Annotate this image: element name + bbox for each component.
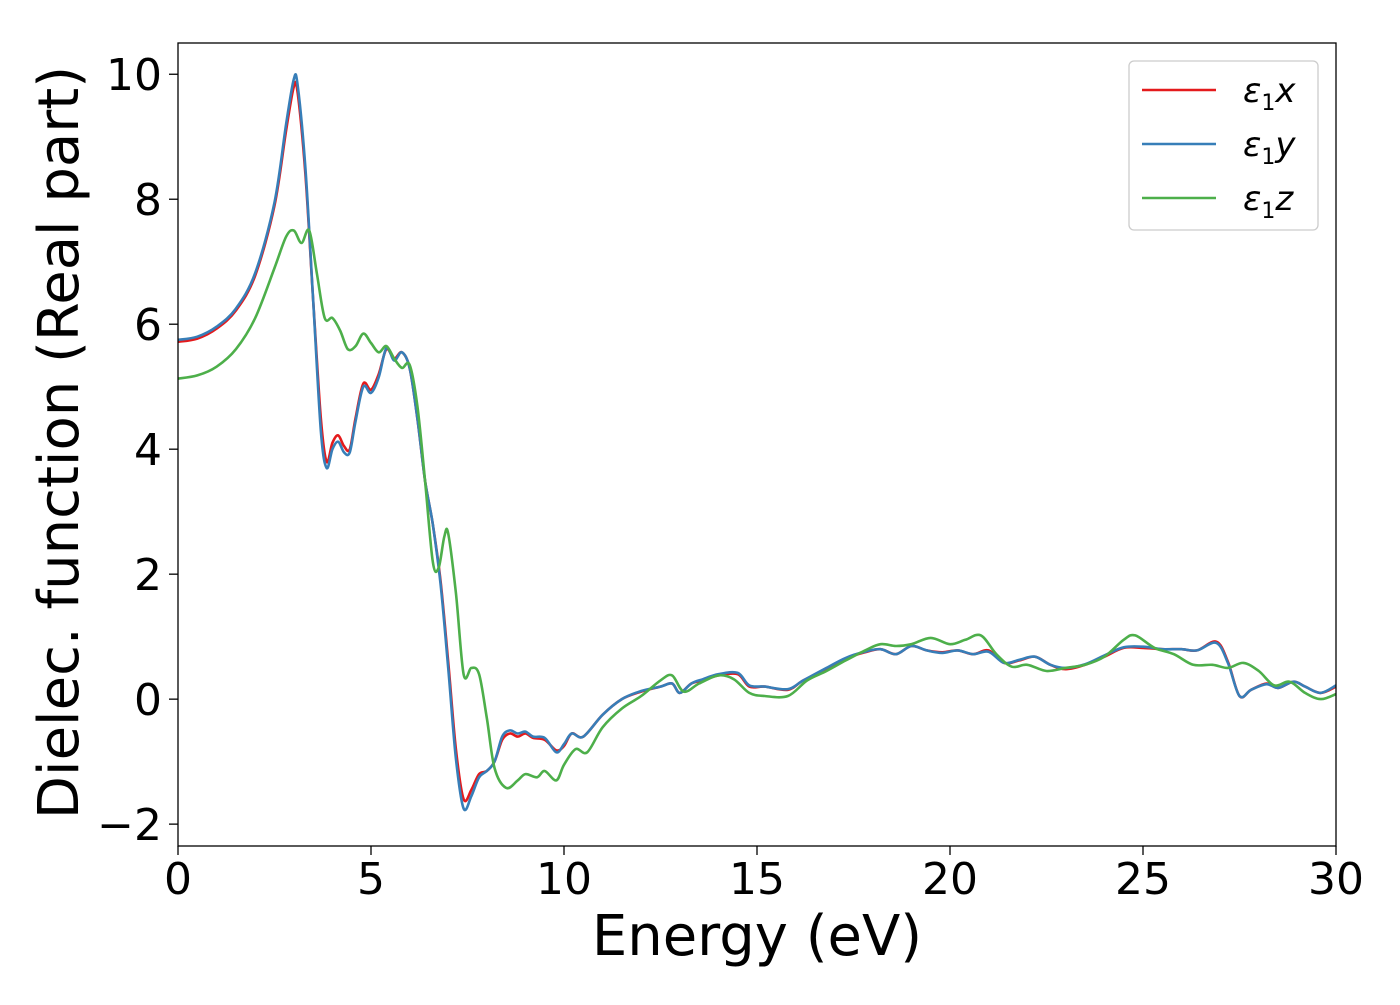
y-tick-label: 0 <box>134 675 162 726</box>
y-axis-ticks: −2 0 2 4 6 8 10 <box>97 50 178 851</box>
y-tick-label: 8 <box>134 175 162 226</box>
legend-entry-x: ε1x <box>1243 71 1296 116</box>
legend-entry-y: ε1y <box>1243 125 1296 170</box>
legend-box <box>1128 60 1319 231</box>
x-tick-label: 20 <box>922 854 978 905</box>
y-tick-label: −2 <box>97 800 162 851</box>
x-tick-label: 30 <box>1308 854 1364 905</box>
y-tick-label: 6 <box>134 300 162 351</box>
x-tick-label: 25 <box>1115 854 1171 905</box>
x-axis-ticks: 0 5 10 15 20 25 30 <box>164 846 1364 905</box>
legend: ε1x ε1y ε1z <box>1128 60 1319 231</box>
x-tick-label: 10 <box>536 854 592 905</box>
y-tick-label: 4 <box>134 425 162 476</box>
x-tick-label: 15 <box>729 854 785 905</box>
plot-lines <box>178 73 1336 812</box>
x-tick-label: 0 <box>164 854 192 905</box>
y-tick-label: 2 <box>134 550 162 601</box>
plot-frame <box>177 42 1337 847</box>
x-axis-label: Energy (eV) <box>592 904 922 969</box>
series-line-z <box>178 228 1336 790</box>
legend-entry-z: ε1z <box>1243 179 1294 224</box>
x-tick-label: 5 <box>357 854 385 905</box>
y-tick-label: 10 <box>106 50 162 101</box>
y-axis-label: Dielec. function (Real part) <box>27 66 92 819</box>
